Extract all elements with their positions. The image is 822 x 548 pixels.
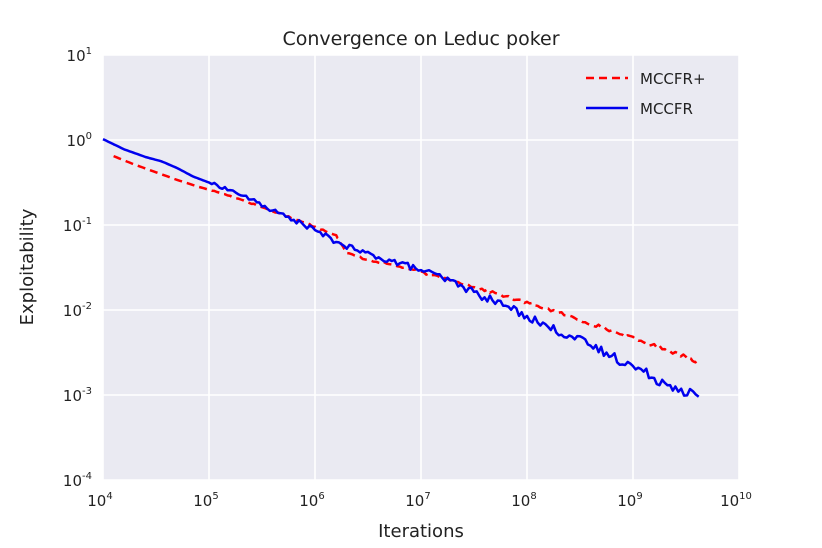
series-line-mccfr-plus bbox=[113, 154, 700, 364]
chart-title: Convergence on Leduc poker bbox=[282, 28, 559, 50]
grid bbox=[102, 54, 740, 481]
x-tick-label: 106 bbox=[299, 491, 324, 510]
legend-label: MCCFR bbox=[640, 100, 693, 118]
x-axis-label: Iterations bbox=[378, 521, 464, 542]
y-tick-label: 10-3 bbox=[63, 386, 92, 405]
y-tick-label: 100 bbox=[67, 131, 92, 150]
x-axis-ticks: 104 105 106 107 108 109 1010 bbox=[87, 491, 752, 510]
y-axis-label: Exploitability bbox=[17, 208, 38, 325]
x-tick-label: 108 bbox=[511, 491, 536, 510]
series-layer bbox=[102, 138, 700, 398]
y-tick-label: 10-1 bbox=[63, 216, 92, 235]
x-tick-label: 104 bbox=[87, 491, 112, 510]
y-tick-label: 10-4 bbox=[63, 471, 92, 490]
y-tick-label: 101 bbox=[67, 46, 92, 65]
legend-label: MCCFR+ bbox=[640, 70, 706, 88]
x-tick-label: 1010 bbox=[720, 491, 752, 510]
legend: MCCFR+ MCCFR bbox=[586, 70, 706, 118]
x-tick-label: 109 bbox=[617, 491, 642, 510]
y-tick-label: 10-2 bbox=[63, 301, 92, 320]
x-tick-label: 107 bbox=[405, 491, 430, 510]
x-tick-label: 105 bbox=[193, 491, 218, 510]
y-axis-ticks: 101 100 10-1 10-2 10-3 10-4 bbox=[63, 46, 92, 490]
series-line-mccfr bbox=[102, 138, 700, 398]
